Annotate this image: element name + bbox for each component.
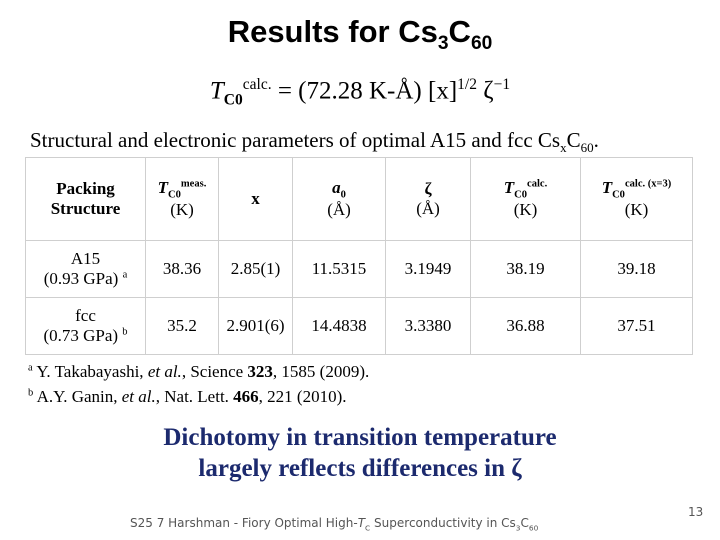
- text-part: (K): [513, 200, 538, 220]
- text-part: C: [566, 128, 581, 152]
- formula: TC0calc. = (72.28 K-Å) [x]1/2 ζ−1: [0, 76, 720, 109]
- text-part: S25 7 Harshman - Fiory Optimal High-: [130, 516, 358, 530]
- text-part: , 1585 (2009).: [272, 362, 370, 381]
- text-part: C0: [223, 91, 243, 109]
- text-part: ζ: [483, 77, 494, 105]
- text-part: Results for Cs: [227, 14, 438, 49]
- text-part: b: [28, 387, 34, 399]
- table-cell: 3.1949: [385, 240, 471, 298]
- structure-name: A15: [70, 249, 101, 268]
- table-cell: 36.88: [470, 297, 581, 355]
- text-part: , Nat. Lett.: [155, 387, 234, 406]
- table-cell: 2.901(6): [218, 297, 293, 355]
- table-cell: 39.18: [580, 240, 693, 298]
- text-part: Superconductivity in Cs: [370, 516, 516, 530]
- table-cell: 3.3380: [385, 297, 471, 355]
- text-part: a: [332, 177, 341, 197]
- text-part: 323: [247, 362, 273, 381]
- text-part: calc. (x=3): [624, 178, 672, 190]
- text-part: meas.: [180, 178, 207, 190]
- text-part: calc.: [242, 76, 272, 93]
- text-part: (Å): [416, 199, 440, 218]
- pressure: (0.93 GPa): [43, 269, 119, 288]
- text-part: x: [560, 140, 567, 156]
- text-part: et al.: [147, 362, 182, 381]
- text-part: et al.: [121, 387, 156, 406]
- text-part: 3: [437, 33, 449, 55]
- text-part: T: [157, 177, 169, 197]
- text-part: T: [357, 516, 366, 530]
- page-number: 13: [688, 505, 704, 519]
- table-row: fcc (0.73 GPa) b 35.2 2.901(6) 14.4838 3.3380…: [25, 297, 693, 355]
- text-part: T: [209, 77, 224, 105]
- text-part: , Science: [181, 362, 248, 381]
- text-part: Structural and electronic parameters of …: [30, 128, 561, 152]
- text-part: = (72.28 K-Å) [x]: [277, 77, 458, 105]
- text-part: T: [601, 177, 613, 197]
- footnote-mark: b: [122, 326, 128, 338]
- text-part: 60: [580, 140, 594, 156]
- text-part: (K): [624, 200, 649, 220]
- table-caption: Structural and electronic parameters of …: [30, 128, 599, 156]
- text-part: C: [448, 14, 471, 49]
- text-part: T: [503, 177, 515, 197]
- text-part: 466: [233, 387, 259, 406]
- header-cell: TC0meas. (K): [145, 157, 219, 241]
- text-part: , 221 (2010).: [258, 387, 347, 406]
- text-part: −1: [493, 76, 511, 93]
- header-row: Packing Structure TC0meas. (K) x a0 (Å) ζ (Å…: [25, 157, 693, 241]
- table-cell: A15 (0.93 GPa) a: [25, 240, 146, 298]
- text-part: C0: [514, 189, 528, 201]
- table-body: A15 (0.93 GPa) a 38.36 2.85(1) 11.5315 3.1949…: [25, 240, 693, 355]
- footer: S25 7 Harshman - Fiory Optimal High-TC S…: [130, 516, 538, 532]
- text-part: Dichotomy in transition temperature: [163, 424, 557, 451]
- data-table: Packing Structure TC0meas. (K) x a0 (Å) ζ (Å…: [25, 157, 693, 355]
- text-part: A.Y. Ganin,: [36, 387, 122, 406]
- header-cell: x: [218, 157, 293, 241]
- table-cell: 38.36: [145, 240, 219, 298]
- header-cell: ζ (Å): [385, 157, 471, 241]
- text-part: C: [520, 516, 529, 530]
- header-cell: a0 (Å): [292, 157, 386, 241]
- pressure: (0.73 GPa): [43, 326, 119, 345]
- conclusion: Dichotomy in transition temperature large…: [0, 422, 720, 484]
- text-part: 60: [528, 523, 539, 533]
- table-cell: 37.51: [580, 297, 693, 355]
- table-cell: 14.4838: [292, 297, 386, 355]
- title: Results for Cs3C60: [0, 14, 720, 55]
- text-part: 60: [470, 33, 493, 55]
- text-part: C: [365, 523, 371, 533]
- structure-name: fcc: [75, 306, 96, 325]
- text-part: ζ: [424, 179, 432, 198]
- footnote: b A.Y. Ganin, et al., Nat. Lett. 466, 22…: [28, 387, 347, 407]
- text-part: C0: [612, 189, 625, 201]
- text-part: .: [593, 128, 599, 152]
- text-part: (K): [170, 200, 194, 220]
- text-part: C0: [168, 189, 181, 201]
- table-cell: 11.5315: [292, 240, 386, 298]
- table-row: A15 (0.93 GPa) a 38.36 2.85(1) 11.5315 3.1949…: [25, 240, 693, 298]
- text-part: (Å): [327, 200, 351, 220]
- table-cell: fcc (0.73 GPa) b: [25, 297, 146, 355]
- table-cell: 35.2: [145, 297, 219, 355]
- text-part: x: [251, 189, 260, 208]
- text-part: a: [28, 362, 33, 374]
- text-part: 1/2: [457, 76, 477, 93]
- text-part: 0: [340, 189, 346, 201]
- header-cell: TC0calc. (K): [470, 157, 581, 241]
- text-part: Packing: [56, 179, 115, 198]
- table-cell: 2.85(1): [218, 240, 293, 298]
- text-part: Y. Takabayashi,: [36, 362, 148, 381]
- text-part: Structure: [50, 199, 121, 218]
- text-part: largely reflects differences in ζ: [198, 455, 522, 482]
- table-cell: 38.19: [470, 240, 581, 298]
- text-part: calc.: [527, 178, 548, 190]
- footnote-mark: a: [122, 269, 128, 281]
- text-part: 3: [515, 523, 521, 533]
- header-cell: Packing Structure: [25, 157, 146, 241]
- footnote: a Y. Takabayashi, et al., Science 323, 1…: [28, 362, 369, 382]
- header-cell: TC0calc. (x=3) (K): [580, 157, 693, 241]
